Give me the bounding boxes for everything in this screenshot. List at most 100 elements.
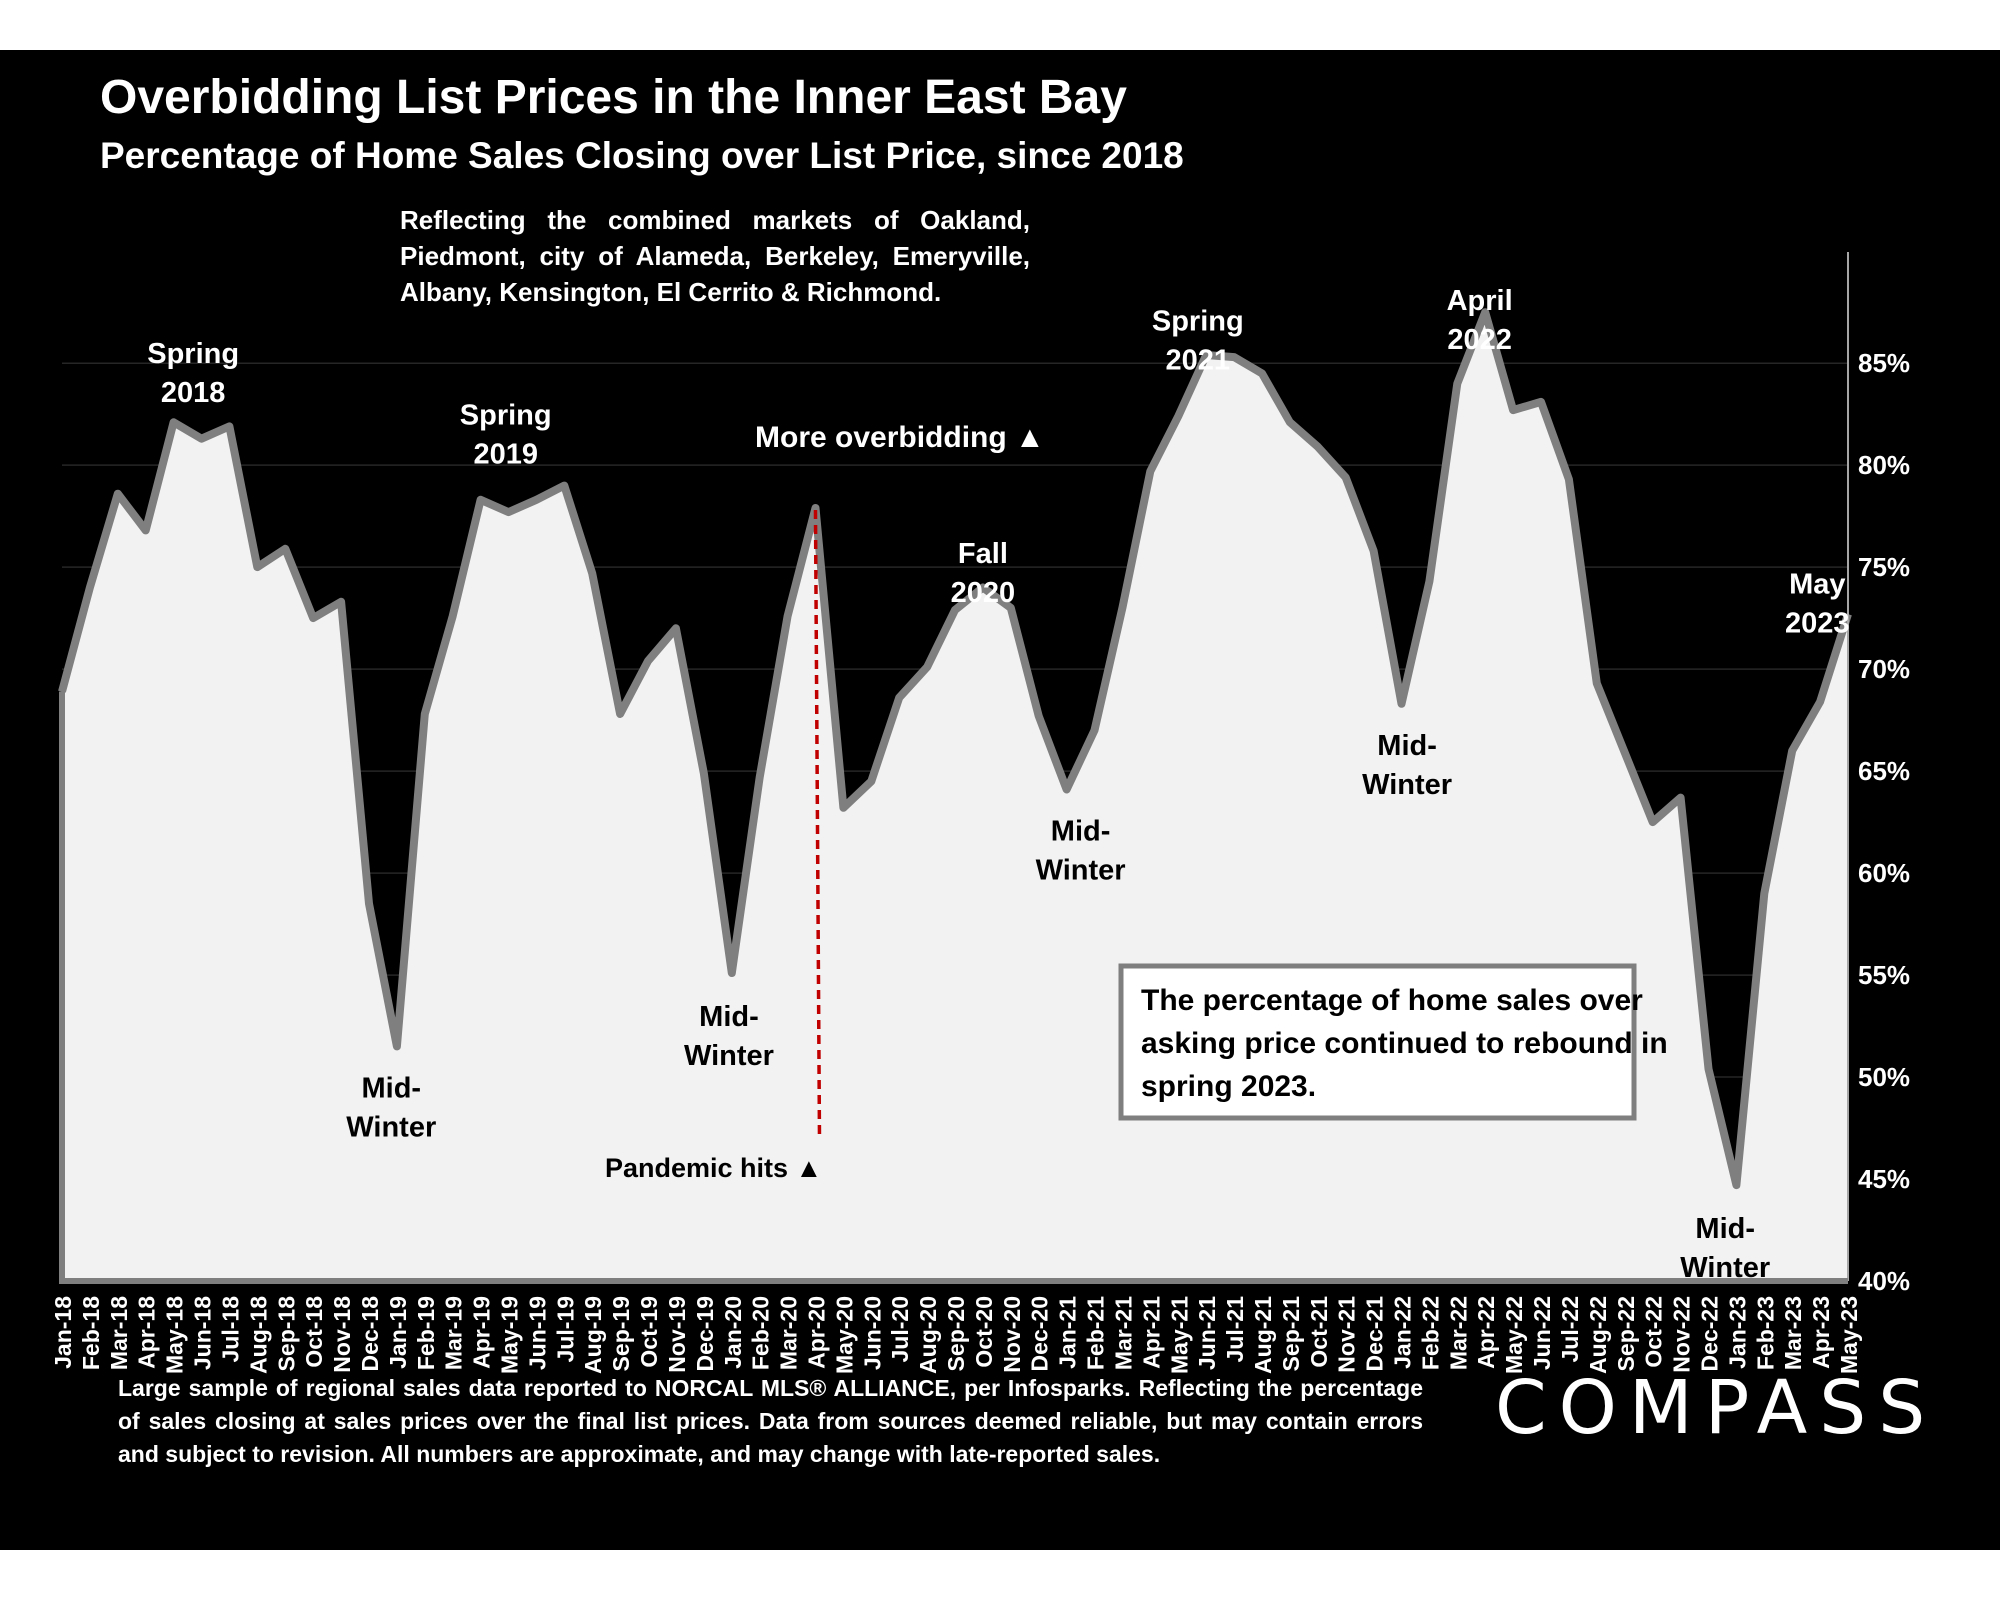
x-tick-label: Sep-18	[273, 1296, 299, 1372]
x-tick-label: Feb-22	[1417, 1296, 1443, 1370]
x-tick-label: Jul-20	[887, 1296, 913, 1362]
x-tick-label: Jun-20	[859, 1296, 885, 1370]
x-tick-label: Mar-23	[1780, 1296, 1806, 1370]
x-tick-label: Sep-22	[1613, 1296, 1639, 1371]
annotation-label: 2019	[473, 438, 538, 470]
annotation-label: Mid-	[1377, 730, 1437, 762]
x-tick-label: Feb-20	[748, 1296, 774, 1370]
more-overbidding-label: More overbidding ▲	[755, 421, 1045, 454]
annotation-label: Winter	[1036, 854, 1126, 886]
y-tick-label: 40%	[1858, 1266, 1910, 1296]
x-tick-label: Jan-23	[1724, 1296, 1750, 1369]
footer-disclaimer: Large sample of regional sales data repo…	[118, 1375, 1423, 1467]
x-tick-label: Dec-20	[1027, 1296, 1053, 1371]
annotation-label: Winter	[684, 1040, 774, 1072]
x-tick-label: Jan-21	[1055, 1296, 1081, 1369]
x-tick-label: Jul-21	[1222, 1296, 1248, 1363]
x-tick-label: Oct-18	[301, 1296, 327, 1368]
x-tick-label: Apr-19	[469, 1296, 495, 1369]
y-tick-label: 85%	[1858, 348, 1910, 378]
callout-text-line: spring 2023.	[1141, 1070, 1316, 1103]
annotation-label: April	[1447, 285, 1513, 317]
y-tick-label: 80%	[1858, 450, 1910, 480]
x-tick-label: Apr-22	[1473, 1296, 1499, 1369]
x-tick-label: Jun-22	[1529, 1296, 1555, 1370]
annotation-label: Spring	[1152, 306, 1244, 338]
x-tick-label: Dec-18	[357, 1296, 383, 1372]
annotation-label: 2021	[1166, 345, 1231, 377]
x-tick-label: Feb-19	[413, 1296, 439, 1370]
y-tick-label: 60%	[1858, 858, 1910, 888]
annotation-label: May	[1789, 569, 1845, 601]
x-tick-label: Nov-19	[664, 1296, 690, 1373]
x-tick-label: May-18	[162, 1296, 188, 1374]
markets-note: Reflecting the combined markets of Oakla…	[400, 205, 1030, 307]
x-tick-label: Jun-18	[190, 1296, 216, 1370]
x-tick-label: Apr-23	[1808, 1296, 1834, 1369]
x-tick-label: Feb-18	[78, 1296, 104, 1370]
annotation-label: 2023	[1785, 608, 1850, 640]
annotation-label: Mid-	[1695, 1213, 1755, 1245]
chart-subtitle: Percentage of Home Sales Closing over Li…	[100, 135, 1184, 176]
x-tick-label: Aug-19	[580, 1296, 606, 1374]
x-tick-label: Dec-21	[1362, 1296, 1388, 1372]
x-tick-label: Oct-20	[971, 1296, 997, 1368]
y-tick-label: 45%	[1858, 1164, 1910, 1194]
x-tick-label: Jul-22	[1557, 1296, 1583, 1362]
area-border	[59, 691, 1848, 1284]
x-tick-label: Nov-20	[999, 1296, 1025, 1373]
callout-text-line: The percentage of home sales over	[1141, 984, 1643, 1017]
annotation-label: 2022	[1447, 324, 1512, 356]
x-tick-label: Jan-19	[385, 1296, 411, 1369]
x-tick-label: Feb-21	[1083, 1296, 1109, 1370]
y-tick-label: 70%	[1858, 654, 1910, 684]
x-tick-label: May-22	[1501, 1296, 1527, 1374]
x-tick-label: Mar-21	[1110, 1296, 1136, 1370]
y-tick-label: 65%	[1858, 756, 1910, 786]
x-tick-label: Sep-19	[608, 1296, 634, 1371]
x-tick-label: Apr-18	[134, 1296, 160, 1369]
annotation-label: Winter	[346, 1111, 436, 1143]
x-tick-label: Apr-21	[1138, 1296, 1164, 1369]
x-tick-label: Mar-19	[441, 1296, 467, 1370]
x-tick-label: May-20	[831, 1296, 857, 1374]
y-tick-label: 75%	[1858, 552, 1910, 582]
annotation-label: 2018	[161, 377, 226, 409]
x-tick-label: Dec-19	[692, 1296, 718, 1371]
chart-title: Overbidding List Prices in the Inner Eas…	[100, 71, 1127, 124]
x-tick-label: May-23	[1836, 1296, 1862, 1374]
y-tick-labels: 40% 45% 50% 55% 60% 65% 70% 75% 80% 85%	[1858, 348, 1910, 1296]
x-tick-label: Mar-18	[106, 1296, 132, 1370]
x-tick-label: Feb-23	[1752, 1296, 1778, 1370]
x-tick-label: Mar-20	[776, 1296, 802, 1370]
x-tick-label: Dec-22	[1696, 1296, 1722, 1371]
annotation-label: Winter	[1362, 769, 1452, 801]
x-tick-label: Jan-22	[1390, 1296, 1416, 1369]
x-tick-label: Jul-18	[217, 1296, 243, 1363]
x-tick-label: Oct-22	[1641, 1296, 1667, 1368]
x-tick-label: Jun-21	[1194, 1296, 1220, 1370]
x-tick-label: May-19	[497, 1296, 523, 1374]
x-tick-label: Oct-19	[636, 1296, 662, 1368]
x-tick-label: Aug-18	[245, 1296, 271, 1374]
y-tick-label: 55%	[1858, 960, 1910, 990]
x-tick-label: Sep-21	[1278, 1296, 1304, 1372]
x-tick-label: Nov-21	[1334, 1296, 1360, 1373]
series-line	[58, 308, 1852, 1190]
callout-text-line: asking price continued to rebound in	[1141, 1027, 1668, 1060]
pandemic-label: Pandemic hits ▲	[605, 1153, 822, 1183]
x-tick-label: Jan-18	[50, 1296, 76, 1369]
callout-text: The percentage of home sales over asking …	[1141, 984, 1668, 1103]
x-tick-label: Mar-22	[1445, 1296, 1471, 1370]
x-tick-label: May-21	[1166, 1296, 1192, 1374]
x-tick-label: Aug-22	[1585, 1296, 1611, 1374]
x-tick-label: Jun-19	[524, 1296, 550, 1370]
x-tick-label: Aug-21	[1250, 1296, 1276, 1374]
x-tick-label: Jan-20	[720, 1296, 746, 1369]
x-tick-labels: Jan-18 Feb-18 Mar-18 Apr-18 May-18 Jun-18 Jul-…	[50, 1296, 1862, 1374]
annotation-label: Spring	[147, 338, 239, 370]
annotation-label: Mid-	[699, 1001, 759, 1033]
area-fill	[62, 312, 1848, 1281]
x-tick-label: Nov-18	[329, 1296, 355, 1373]
callout-box	[1118, 963, 1637, 1121]
